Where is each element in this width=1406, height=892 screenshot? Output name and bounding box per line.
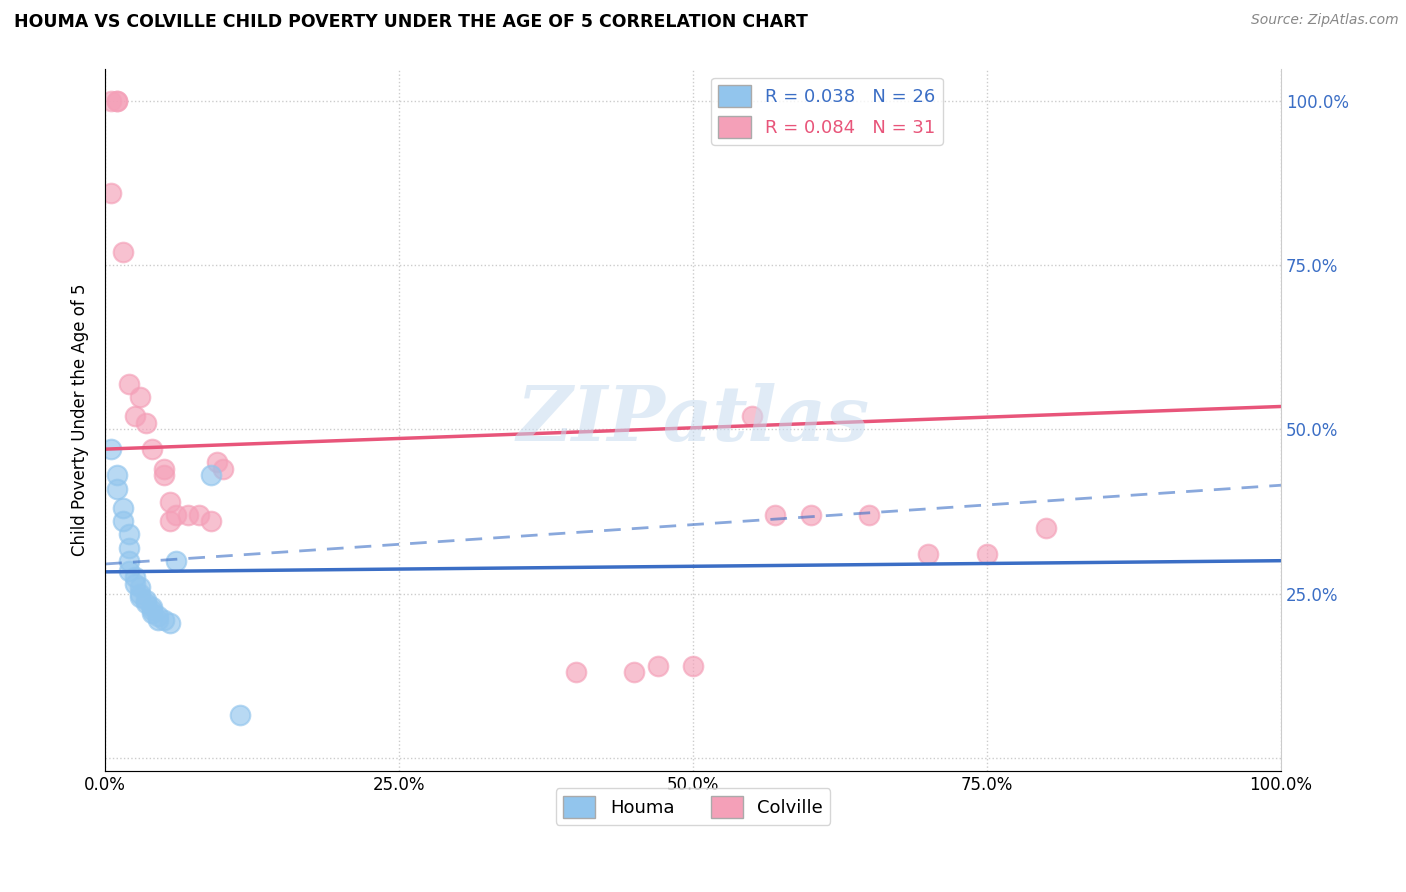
Point [159,615,181,630]
Point [763,508,786,522]
Y-axis label: Child Poverty Under the Age of 5: Child Poverty Under the Age of 5 [72,284,89,556]
Point [153,613,176,627]
Point [564,665,586,680]
Point [146,609,169,624]
Point [141,442,163,457]
Point [124,576,146,591]
Point [118,554,141,568]
Point [200,514,222,528]
Point [976,547,998,561]
Point [141,606,163,620]
Point [135,596,157,610]
Point [200,468,222,483]
Point [129,586,152,600]
Point [105,95,128,109]
Point [159,494,181,508]
Point [118,527,141,541]
Point [858,508,880,522]
Point [623,665,645,680]
Point [118,541,141,555]
Point [129,580,152,594]
Point [153,468,176,483]
Point [141,603,163,617]
Point [129,390,152,404]
Point [105,468,128,483]
Point [111,245,134,260]
Point [800,508,823,522]
Point [118,564,141,578]
Point [146,613,169,627]
Point [100,95,122,109]
Text: ZIPatlas: ZIPatlas [516,383,870,457]
Point [135,593,157,607]
Point [211,462,233,476]
Point [124,409,146,424]
Point [188,508,211,522]
Point [205,455,228,469]
Point [165,554,187,568]
Legend: Houma, Colville: Houma, Colville [555,789,831,825]
Point [153,462,176,476]
Point [647,658,669,673]
Point [111,501,134,516]
Text: HOUMA VS COLVILLE CHILD POVERTY UNDER THE AGE OF 5 CORRELATION CHART: HOUMA VS COLVILLE CHILD POVERTY UNDER TH… [14,13,808,31]
Point [100,442,122,457]
Text: Source: ZipAtlas.com: Source: ZipAtlas.com [1251,13,1399,28]
Point [682,658,704,673]
Point [118,376,141,391]
Point [135,416,157,430]
Point [129,590,152,604]
Point [100,186,122,201]
Point [111,514,134,528]
Point [741,409,763,424]
Point [165,508,187,522]
Point [917,547,939,561]
Point [105,482,128,496]
Point [105,95,128,109]
Point [159,514,181,528]
Point [124,570,146,584]
Point [141,599,163,614]
Point [1035,521,1057,535]
Point [176,508,198,522]
Point [229,707,252,722]
